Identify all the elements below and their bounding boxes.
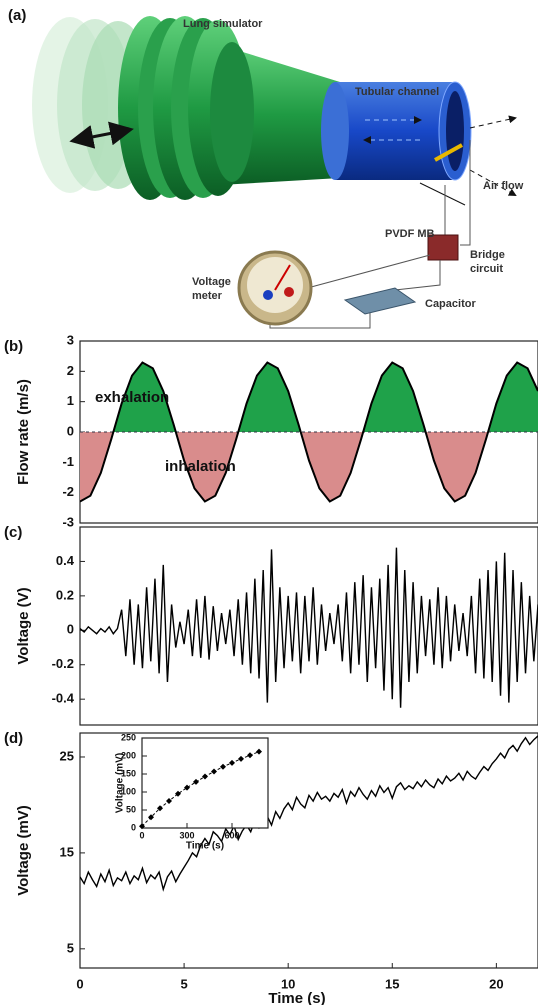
line	[80, 547, 538, 708]
component-label: PVDF MB	[385, 228, 435, 240]
y-tick-label: -2	[62, 484, 74, 499]
panel-label: (c)	[4, 524, 22, 541]
inset-chart: 0 50 100 150 200 250 0 300 600 Voltage (mV) Time (…	[115, 732, 269, 852]
panel-label: (b)	[4, 338, 23, 355]
x-tick-label: 20	[489, 976, 503, 991]
line	[80, 735, 538, 892]
y-axis-label: Voltage (V)	[15, 587, 32, 664]
annotation: exhalation	[95, 389, 169, 406]
y-tick-label: 25	[60, 748, 74, 763]
y-axis-label: Voltage (mV)	[15, 805, 32, 896]
y-tick-label: -1	[62, 454, 74, 469]
y-tick-label: 0	[67, 423, 74, 438]
marker	[166, 798, 172, 804]
diagram: (a) Lung simulator Tubular channel Air f…	[8, 7, 524, 329]
panel-label: (d)	[4, 730, 23, 747]
x-tick-label: 0	[139, 830, 144, 840]
marker	[211, 768, 217, 775]
marker	[193, 778, 199, 785]
marker	[202, 773, 208, 780]
panel-label: (a)	[8, 7, 26, 24]
y-tick-label: 1	[67, 393, 74, 408]
marker	[256, 748, 262, 755]
marker	[229, 759, 235, 766]
component-label: circuit	[470, 263, 503, 275]
component-label: Lung simulator	[183, 18, 263, 30]
component-label: Voltage	[192, 276, 231, 288]
x-axis-label: Time (s)	[186, 841, 224, 852]
chart-panel: -3 -2 -1 0 1 2 3 (b) Flow rate (m/s) exhalation in…	[4, 332, 538, 529]
y-tick-label: -0.4	[52, 691, 75, 706]
y-tick-label: 0.4	[56, 553, 75, 568]
marker	[175, 790, 181, 797]
line	[80, 361, 538, 503]
y-tick-label: 200	[121, 750, 136, 760]
marker	[184, 784, 190, 791]
component-label: Air flow	[483, 180, 524, 192]
x-tick-label: 0	[76, 976, 83, 991]
x-tick-label: 10	[281, 976, 295, 991]
y-tick-label: 100	[121, 786, 136, 796]
x-tick-label: 15	[385, 976, 399, 991]
area-neg	[80, 432, 538, 502]
plot-area	[141, 737, 269, 829]
x-axis-label: Time (s)	[268, 990, 325, 1005]
y-tick-label: 0	[67, 622, 74, 637]
annotation: inhalation	[165, 458, 236, 475]
y-tick-label: 0.2	[56, 587, 74, 602]
x-tick-label: 5	[180, 976, 187, 991]
y-axis-label: Flow rate (m/s)	[15, 379, 32, 485]
marker	[139, 823, 145, 830]
y-axis-label: Voltage (mV)	[115, 753, 126, 813]
y-tick-label: 15	[60, 844, 74, 859]
area-pos	[80, 362, 538, 432]
y-tick-label: 50	[126, 804, 136, 814]
chart-panel: -0.4 -0.2 0 0.2 0.4 (c) Voltage (V)	[4, 524, 538, 726]
component-label: Tubular channel	[355, 86, 439, 98]
y-tick-label: -3	[62, 514, 74, 529]
y-tick-label: 2	[67, 363, 74, 378]
y-tick-label: -0.2	[52, 656, 74, 671]
marker	[247, 752, 253, 759]
component-label: meter	[192, 290, 223, 302]
y-tick-label: 0	[131, 822, 136, 832]
marker	[220, 763, 226, 770]
component-label: Capacitor	[425, 298, 476, 310]
y-tick-label: 250	[121, 732, 136, 742]
marker	[157, 805, 163, 812]
marker	[148, 814, 154, 821]
x-tick-label: 300	[179, 830, 194, 840]
x-tick-label: 600	[224, 830, 239, 840]
y-tick-label: 3	[67, 332, 74, 347]
y-tick-label: 150	[121, 768, 136, 778]
y-tick-label: 5	[67, 940, 74, 955]
marker	[238, 755, 244, 762]
component-label: Bridge	[470, 249, 505, 261]
